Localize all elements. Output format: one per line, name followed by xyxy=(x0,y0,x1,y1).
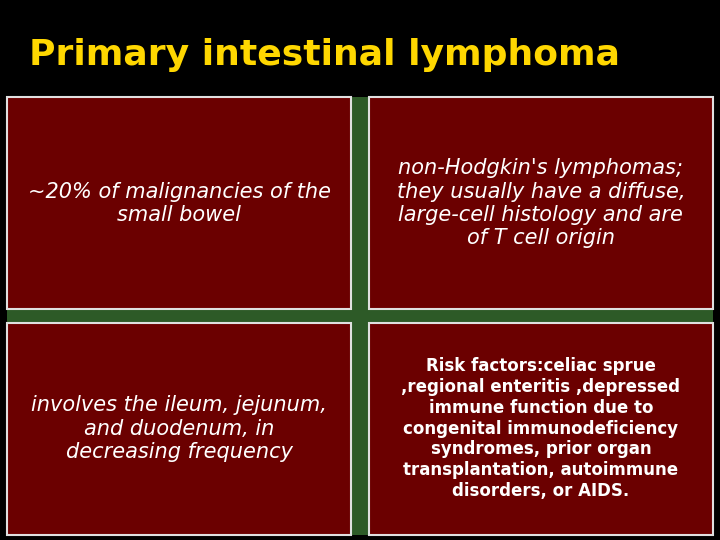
Text: involves the ileum, jejunum,
and duodenum, in
decreasing frequency: involves the ileum, jejunum, and duodenu… xyxy=(31,395,327,462)
FancyBboxPatch shape xyxy=(7,97,351,309)
Text: Risk factors:celiac sprue
,regional enteritis ,depressed
immune function due to
: Risk factors:celiac sprue ,regional ente… xyxy=(402,357,680,500)
Text: non-Hodgkin's lymphomas;
they usually have a diffuse,
large-cell histology and a: non-Hodgkin's lymphomas; they usually ha… xyxy=(397,158,685,248)
FancyBboxPatch shape xyxy=(369,97,713,309)
Bar xyxy=(7,97,713,535)
Text: Primary intestinal lymphoma: Primary intestinal lymphoma xyxy=(29,38,620,72)
Text: ~20% of malignancies of the
small bowel: ~20% of malignancies of the small bowel xyxy=(27,181,330,225)
FancyBboxPatch shape xyxy=(7,322,351,535)
FancyBboxPatch shape xyxy=(369,322,713,535)
